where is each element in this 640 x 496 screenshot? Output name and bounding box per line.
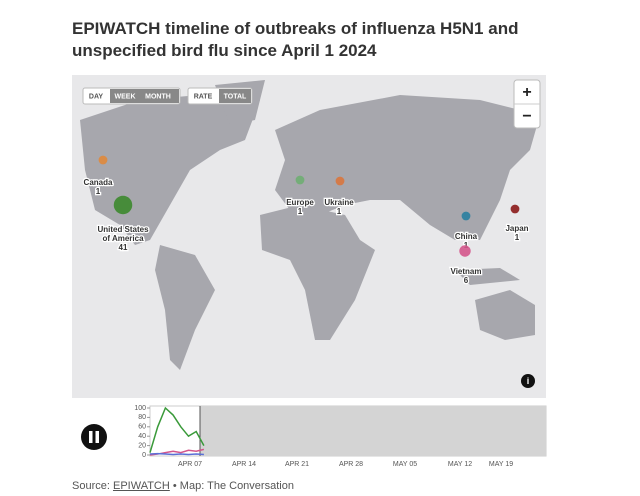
outbreak-marker[interactable]	[459, 245, 471, 257]
pause-icon	[95, 431, 99, 443]
marker-count: 41	[119, 243, 128, 252]
marker-count: 1	[96, 187, 101, 196]
y-tick-label: 100	[134, 405, 146, 412]
x-tick-label: APR 21	[285, 461, 309, 468]
x-tick-label: MAY 05	[393, 461, 417, 468]
marker-label: United States of America	[97, 225, 149, 243]
timeline-unplayed	[200, 406, 546, 456]
x-tick-label: MAY 19	[489, 461, 513, 468]
granularity-toggle	[82, 87, 181, 105]
y-tick-label: 0	[142, 452, 146, 459]
marker-label: Vietnam	[451, 267, 482, 276]
pause-icon	[89, 431, 93, 443]
marker-count: 1	[515, 233, 520, 242]
zoom-button[interactable]: −	[522, 108, 531, 125]
y-tick-label: 80	[138, 414, 146, 421]
metric-option[interactable]: TOTAL	[224, 93, 247, 100]
granularity-option[interactable]: MONTH	[145, 93, 171, 100]
marker-label: Ukraine	[324, 198, 354, 207]
marker-label: Japan	[505, 224, 528, 233]
toggle-active	[219, 89, 251, 103]
source-suffix: • Map: The Conversation	[172, 480, 294, 492]
metric-toggle	[187, 87, 253, 105]
timeline-line	[149, 452, 204, 456]
timeline-line	[149, 406, 205, 453]
marker-label: Europe	[286, 198, 314, 207]
outbreak-marker[interactable]	[113, 195, 133, 215]
source-prefix: Source:	[72, 480, 110, 492]
marker-label: Canada	[84, 178, 113, 187]
outbreak-marker[interactable]	[98, 155, 108, 165]
marker-count: 1	[298, 207, 303, 216]
x-tick-label: APR 28	[339, 461, 363, 468]
y-tick-label: 60	[138, 424, 146, 431]
info-button[interactable]	[521, 374, 535, 388]
x-tick-label: MAY 12	[448, 461, 472, 468]
x-tick-label: APR 14	[232, 461, 256, 468]
metric-option[interactable]: RATE	[194, 93, 213, 100]
outbreak-marker[interactable]	[510, 204, 520, 214]
x-tick-label: APR 07	[178, 461, 202, 468]
toggle-active	[110, 89, 179, 103]
marker-count: 1	[337, 207, 342, 216]
source-link[interactable]: EPIWATCH	[112, 480, 170, 492]
marker-label: China	[455, 232, 478, 241]
granularity-option[interactable]: WEEK	[115, 93, 136, 100]
zoom-button[interactable]: +	[522, 84, 531, 101]
title: EPIWATCH timeline of outbreaks of influe…	[72, 19, 519, 60]
granularity-option[interactable]: DAY	[89, 93, 103, 100]
pause-button[interactable]	[81, 424, 107, 450]
outbreak-marker[interactable]	[295, 175, 305, 185]
land	[80, 80, 540, 370]
y-tick-label: 20	[138, 442, 146, 449]
source: Source: EPIWATCH • Map: The Conversation	[72, 480, 294, 492]
outbreak-marker[interactable]	[461, 211, 471, 221]
y-tick-label: 40	[138, 433, 146, 440]
info-icon[interactable]: i	[527, 376, 530, 386]
outbreak-marker[interactable]	[335, 176, 345, 186]
marker-count: 6	[464, 276, 469, 285]
